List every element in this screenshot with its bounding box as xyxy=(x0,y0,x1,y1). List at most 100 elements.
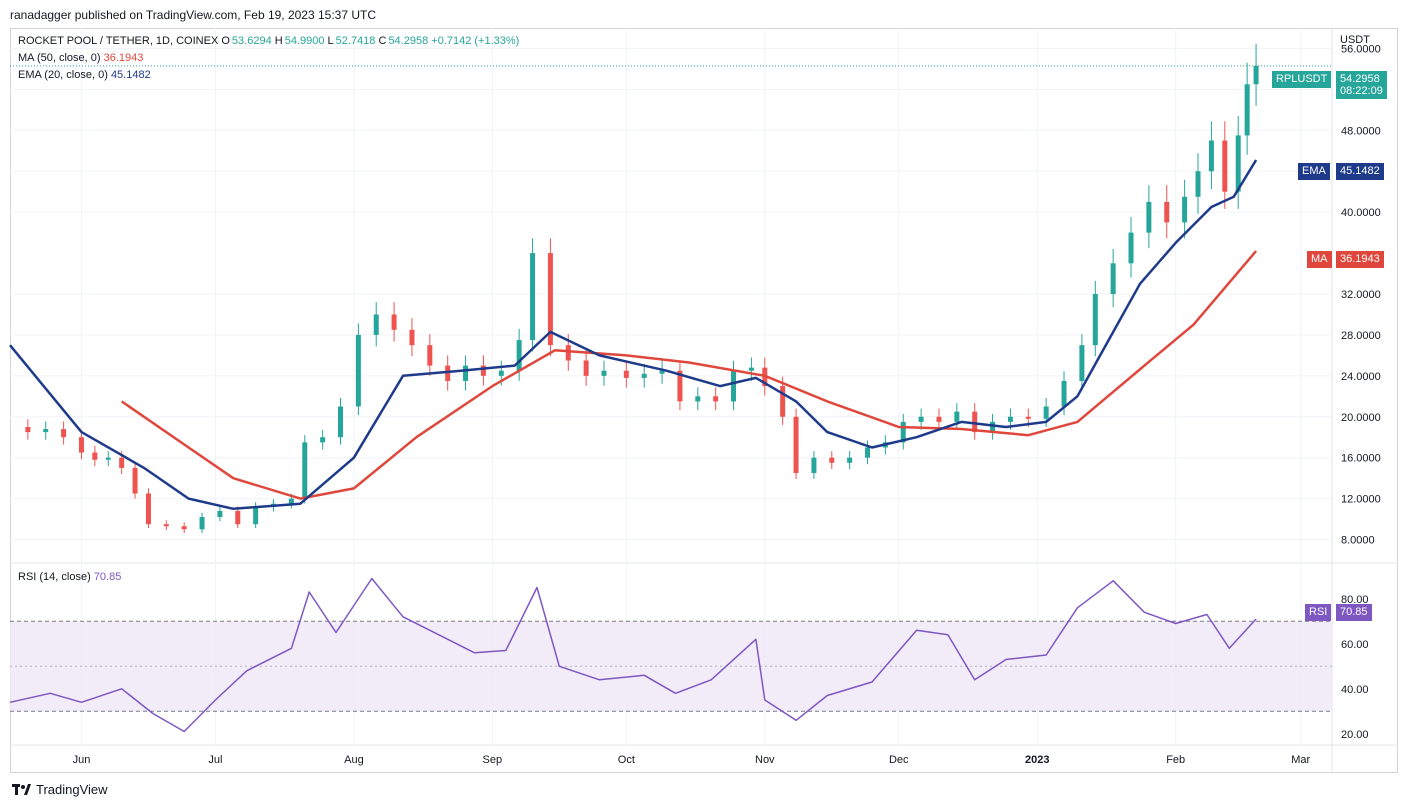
candle-body xyxy=(391,314,397,330)
time-tick-label: Oct xyxy=(618,754,635,766)
candle-body xyxy=(601,370,607,376)
tradingview-logo-icon xyxy=(12,783,31,795)
high-value: 54.9900 xyxy=(284,35,325,47)
candle-body xyxy=(217,510,223,518)
candle-body xyxy=(1164,201,1170,223)
candle-body xyxy=(1222,140,1228,192)
candle-body xyxy=(731,370,737,402)
candle-body xyxy=(1043,406,1049,419)
candle-body xyxy=(145,493,151,525)
candle-body xyxy=(181,526,187,530)
ema-legend-label: EMA (20, close, 0) xyxy=(18,69,108,81)
time-tick-label: Mar xyxy=(1291,754,1310,766)
candle-body xyxy=(1128,232,1134,264)
countdown-value: 08:22:09 xyxy=(1340,85,1383,97)
candle-body xyxy=(480,365,486,376)
time-tick-label: 2023 xyxy=(1025,754,1049,766)
close-label: C xyxy=(378,35,387,47)
open-label: O xyxy=(221,35,230,47)
rsi-legend: RSI (14, close) 70.85 xyxy=(18,571,121,583)
rsi-band xyxy=(10,620,1332,712)
candle-body xyxy=(1061,380,1067,407)
rsi-tag-label: RSI xyxy=(1305,604,1332,621)
price-tick-label: 24.0000 xyxy=(1341,371,1381,383)
rsi-tick-label: 80.00 xyxy=(1341,594,1369,606)
candle-body xyxy=(43,429,49,433)
candle-body xyxy=(199,517,205,530)
candle-body xyxy=(288,498,294,504)
candle-body xyxy=(409,329,415,346)
candle-body xyxy=(427,345,433,366)
time-tick-label: Sep xyxy=(483,754,503,766)
close-value: 54.2958 xyxy=(388,35,429,47)
candle-body xyxy=(1007,416,1013,422)
candle-body xyxy=(445,365,451,381)
ema-tag-price: 45.1482 xyxy=(1336,163,1384,180)
ema-legend: EMA (20, close, 0) 45.1482 xyxy=(18,69,151,81)
ma-tag-price: 36.1943 xyxy=(1336,251,1384,268)
candle-body xyxy=(1235,135,1241,192)
last-price-value: 54.2958 xyxy=(1340,73,1380,85)
ma-line-layer xyxy=(120,250,1258,500)
rsi-legend-label: RSI (14, close) xyxy=(18,571,91,583)
ma-legend-label: MA (50, close, 0) xyxy=(18,52,101,64)
time-tick-label: Jun xyxy=(73,754,91,766)
candle-body xyxy=(990,421,996,433)
candle-body xyxy=(748,367,754,371)
change-value: +0.7142 (+1.33%) xyxy=(431,35,520,47)
candle-body xyxy=(235,510,241,525)
ema-line-layer xyxy=(9,159,1258,511)
candle-body xyxy=(355,334,361,407)
candle-body xyxy=(530,253,536,341)
candle-body xyxy=(641,373,647,378)
symbol-label: ROCKET POOL / TETHER, 1D, COINEX xyxy=(18,35,219,47)
price-tick-label: 20.0000 xyxy=(1341,412,1381,424)
candle-body xyxy=(793,416,799,474)
publisher-line: ranadagger published on TradingView.com,… xyxy=(10,8,377,22)
rsi-line xyxy=(9,577,1257,733)
candle-body xyxy=(811,457,817,474)
candle-body xyxy=(1110,263,1116,294)
candle-body xyxy=(92,452,98,460)
candle-body xyxy=(623,370,629,378)
candle-body xyxy=(659,370,665,374)
candle-body xyxy=(498,370,504,376)
rsi-legend-value: 70.85 xyxy=(93,571,122,583)
ema-legend-value: 45.1482 xyxy=(110,69,151,81)
candle-body xyxy=(865,447,871,458)
time-tick-label: Dec xyxy=(889,754,909,766)
ema-20-line xyxy=(9,159,1258,511)
price-tick-label: 28.0000 xyxy=(1341,330,1381,342)
candle-body xyxy=(253,506,259,525)
ma-50-line xyxy=(120,250,1258,500)
footer-brand[interactable]: TradingView xyxy=(12,782,108,797)
candle-body xyxy=(119,457,125,468)
chart-frame xyxy=(10,28,1398,773)
price-tick-label: 48.0000 xyxy=(1341,125,1381,137)
price-tick-label: 16.0000 xyxy=(1341,453,1381,465)
candle-body xyxy=(463,365,469,381)
currency-label: USDT xyxy=(1340,34,1370,46)
candle-body xyxy=(1079,345,1085,381)
candle-body xyxy=(713,396,719,402)
candle-body xyxy=(1253,65,1259,85)
low-label: L xyxy=(327,35,334,47)
rsi-tick-label: 40.00 xyxy=(1341,684,1369,696)
price-tick-label: 32.0000 xyxy=(1341,289,1381,301)
candle-body xyxy=(1195,171,1201,197)
candle-body xyxy=(338,406,343,438)
candle-body xyxy=(1208,140,1214,172)
candle-body xyxy=(583,360,589,376)
candle-body xyxy=(695,396,701,402)
ma-tag-label: MA xyxy=(1307,251,1332,268)
candle-body xyxy=(829,457,835,463)
time-tick-label: Jul xyxy=(208,754,222,766)
ma-legend-value: 36.1943 xyxy=(103,52,144,64)
time-tick-label: Nov xyxy=(755,754,775,766)
time-tick-label: Aug xyxy=(344,754,364,766)
rsi-tick-label: 60.00 xyxy=(1341,639,1369,651)
price-tick-label: 40.0000 xyxy=(1341,207,1381,219)
price-tick-label: 12.0000 xyxy=(1341,494,1381,506)
candle-body xyxy=(847,457,853,463)
